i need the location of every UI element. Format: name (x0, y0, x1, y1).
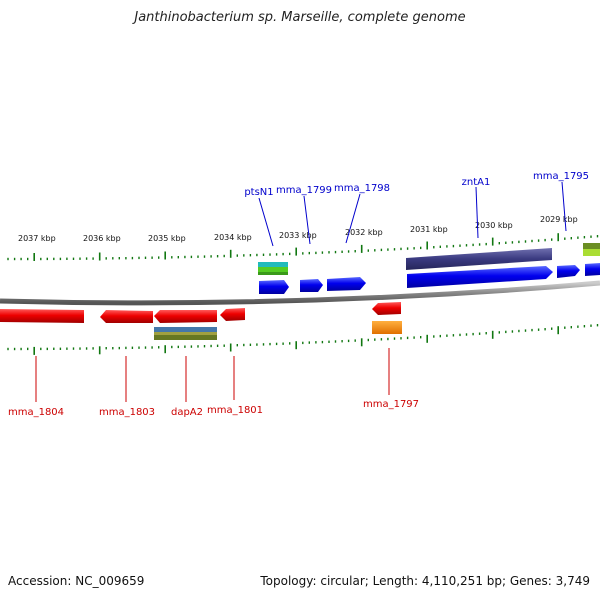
ptsN1-feature-teal[interactable] (258, 262, 288, 267)
genome-summary-text: Topology: circular; Length: 4,110,251 bp… (260, 574, 590, 588)
gene-mma-1798[interactable] (327, 277, 366, 291)
mma-1795-feature-lime[interactable] (583, 249, 600, 256)
mma-1797-feature-orange[interactable] (372, 321, 402, 334)
gene-mma-1799[interactable] (300, 279, 323, 292)
gene-mma-1804[interactable] (0, 309, 84, 323)
gene-label-ptsN1[interactable]: ptsN1 (244, 187, 273, 198)
kbp-label: 2031 kbp (410, 225, 448, 234)
gene-label-mma-1795[interactable]: mma_1795 (533, 171, 589, 182)
kbp-label: 2036 kbp (83, 234, 121, 243)
reverse-strand-features (0, 302, 402, 340)
ptsN1-feature-green[interactable] (258, 267, 288, 272)
accession-text: Accession: NC_009659 (8, 574, 145, 588)
reverse-gene-labels: mma_1804 mma_1803 dapA2 mma_1801 mma_179… (8, 399, 419, 418)
dapA2-feature-blue[interactable] (154, 327, 217, 332)
dapA2-feature-green[interactable] (154, 335, 217, 340)
map-title: Janthinobacterium sp. Marseille, complet… (134, 10, 466, 25)
gene-ptsN1[interactable] (259, 280, 289, 294)
forward-label-leaders (258, 181, 567, 247)
mma-1795-feature-olive[interactable] (583, 243, 600, 249)
gene-mma-1803[interactable] (100, 310, 153, 323)
kbp-label: 2030 kbp (475, 221, 513, 230)
kbp-label: 2029 kbp (540, 215, 578, 224)
gene-mma-1801[interactable] (220, 308, 245, 321)
kbp-label: 2032 kbp (345, 228, 383, 237)
forward-gene-labels: ptsN1 mma_1799 mma_1798 zntA1 mma_1795 (244, 171, 589, 198)
zntA1-feature-purple[interactable] (406, 248, 552, 270)
ptsN1-feature-green-dark[interactable] (258, 272, 288, 275)
gene-mma-1796[interactable] (557, 265, 580, 278)
forward-strand-features (258, 243, 600, 294)
gene-label-mma-1797[interactable]: mma_1797 (363, 399, 419, 410)
gene-zntA1[interactable] (407, 266, 553, 288)
kbp-label: 2034 kbp (214, 233, 252, 242)
gene-mma-1795[interactable] (585, 263, 600, 276)
dapA2-feature-olive[interactable] (154, 332, 217, 335)
kbp-label: 2033 kbp (279, 231, 317, 240)
forward-tick-track (7, 233, 599, 261)
kbp-label: 2035 kbp (148, 234, 186, 243)
gene-label-mma-1799[interactable]: mma_1799 (276, 185, 332, 196)
kbp-scale: 2037 kbp 2036 kbp 2035 kbp 2034 kbp 2033… (18, 215, 578, 243)
gene-label-zntA1[interactable]: zntA1 (462, 177, 491, 188)
gene-label-mma-1804[interactable]: mma_1804 (8, 407, 64, 418)
gene-dapA2[interactable] (154, 310, 217, 323)
gene-label-mma-1798[interactable]: mma_1798 (334, 183, 390, 194)
kbp-label: 2037 kbp (18, 234, 56, 243)
gene-mma-1797[interactable] (372, 302, 401, 315)
genome-backbone (0, 280, 600, 306)
reverse-label-leaders (35, 348, 390, 402)
gene-label-mma-1803[interactable]: mma_1803 (99, 407, 155, 418)
gene-label-dapA2[interactable]: dapA2 (171, 407, 203, 418)
gene-label-mma-1801[interactable]: mma_1801 (207, 405, 263, 416)
reverse-tick-track (7, 324, 599, 355)
